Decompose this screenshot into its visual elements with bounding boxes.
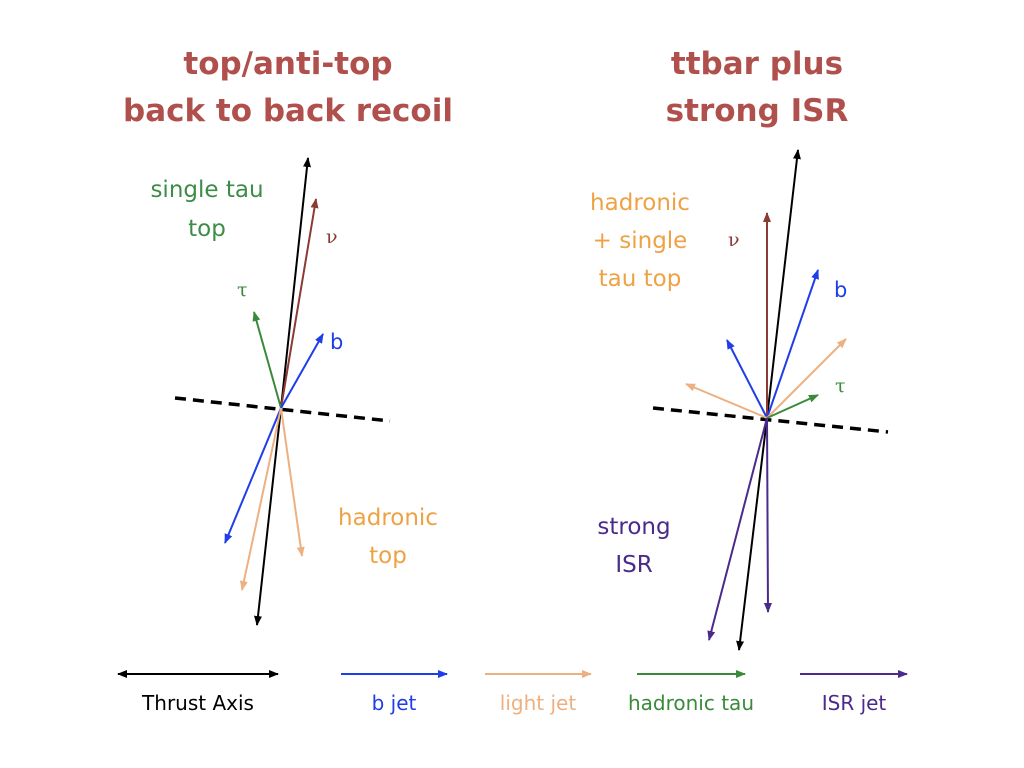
right-hadronic-label-line1: hadronic	[590, 190, 690, 216]
left-hadronic-label-line2: top	[369, 543, 407, 569]
legend-isr-jet-label: ISR jet	[822, 691, 887, 715]
right-isr-jet-arrow-2	[707, 417, 768, 641]
legend-hadronic-tau-label: hadronic tau	[628, 691, 754, 715]
legend-b-jet-label: b jet	[372, 691, 417, 715]
left-light-jet-arrow-1	[239, 407, 282, 591]
right-b-jet-arrow-2	[726, 339, 768, 419]
left-light-jet-arrow-2	[280, 407, 305, 557]
legend-light-jet-label: light jet	[500, 691, 577, 715]
left-nu-label: ν	[326, 226, 338, 248]
left-tau-arrow	[252, 311, 282, 409]
left-event-plane	[174, 396, 391, 423]
right-strong-isr-label-line1: strong	[597, 514, 670, 540]
left-thrust-axis-up-arrow	[280, 157, 312, 409]
left-single-tau-label-line1: single tau	[150, 177, 263, 203]
left-b-jet-down-arrow	[224, 407, 282, 544]
left-single-tau-label-line2: top	[188, 216, 226, 242]
right-isr-jet-arrow-1	[763, 417, 772, 613]
left-b-jet-arrow	[280, 333, 324, 409]
left-hadronic-label-line1: hadronic	[338, 505, 438, 531]
left-title-line2: back to back recoil	[123, 93, 453, 129]
right-thrust-axis-down-arrow	[736, 417, 768, 651]
legend-thrust-axis-label: Thrust Axis	[141, 691, 254, 715]
left-title-line1: top/anti-top	[183, 46, 392, 82]
left-neutrino-arrow	[280, 198, 319, 409]
legend: Thrust Axis b jet light jet hadronic tau…	[117, 670, 908, 715]
right-nu-label: ν	[728, 229, 740, 251]
right-title-line2: strong ISR	[666, 93, 849, 129]
left-tau-label: τ	[237, 279, 248, 301]
right-tau-label: τ	[835, 375, 846, 397]
right-panel: ttbar plus strong ISR hadronic + single …	[590, 46, 889, 651]
right-title-line1: ttbar plus	[671, 46, 843, 82]
right-strong-isr-label-line2: ISR	[615, 552, 652, 578]
left-thrust-axis-down-arrow	[254, 407, 282, 626]
right-hadronic-label-line3: tau top	[599, 266, 682, 292]
right-thrust-axis-up-arrow	[766, 149, 801, 419]
right-light-jet-arrow-2	[685, 383, 768, 419]
right-event-plane	[652, 406, 889, 434]
right-hadronic-label-line2: + single	[593, 228, 688, 254]
left-b-label: b	[330, 330, 343, 354]
right-tau-arrow	[766, 394, 819, 419]
right-b-label: b	[834, 278, 847, 302]
right-light-jet-arrow-1	[766, 338, 847, 419]
left-panel: top/anti-top back to back recoil single …	[123, 46, 453, 626]
right-b-jet-arrow	[766, 269, 819, 419]
